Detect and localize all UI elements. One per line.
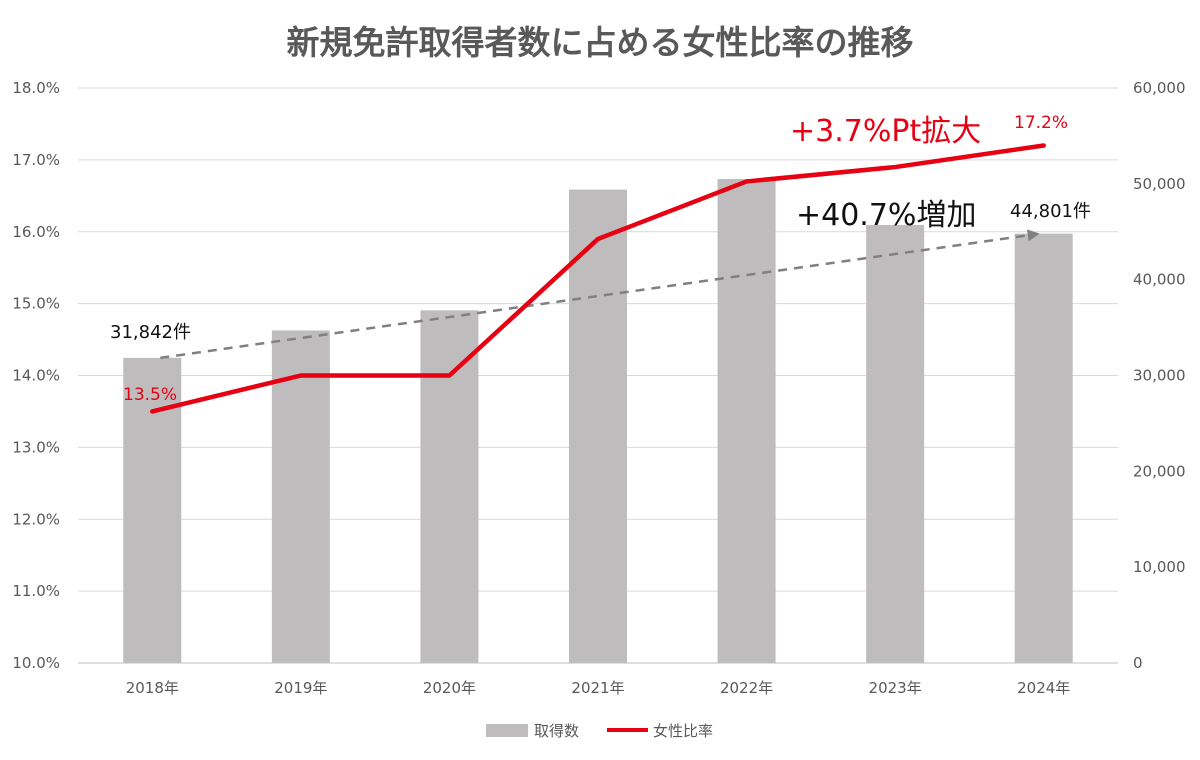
- y-right-tick-label: 0: [1133, 654, 1143, 672]
- chart-title: 新規免許取得者数に占める女性比率の推移: [287, 23, 914, 62]
- legend-label-bars: 取得数: [534, 722, 579, 740]
- bar: [271, 330, 330, 663]
- bar: [717, 179, 776, 663]
- x-tick-label: 2020年: [423, 679, 476, 697]
- bar: [420, 310, 479, 663]
- y-left-tick-label: 12.0%: [12, 510, 60, 528]
- y-left-tick-label: 17.0%: [12, 151, 60, 169]
- y-right-tick-label: 40,000: [1133, 271, 1186, 289]
- bar: [1014, 233, 1073, 663]
- y-left-tick-label: 14.0%: [12, 367, 60, 385]
- trend-arrowhead: [1026, 229, 1040, 242]
- annotation-count-change: +40.7%増加: [796, 198, 976, 233]
- bar: [866, 225, 925, 663]
- y-left-tick-label: 10.0%: [12, 654, 60, 672]
- y-right-tick-label: 30,000: [1133, 367, 1186, 385]
- y-left-tick-label: 18.0%: [12, 79, 60, 97]
- label-first-count: 31,842件: [110, 322, 191, 343]
- legend-swatch-bars: [486, 724, 528, 737]
- y-right-tick-label: 50,000: [1133, 175, 1186, 193]
- x-tick-label: 2018年: [126, 679, 179, 697]
- trend-line: [160, 233, 1030, 360]
- label-last-count: 44,801件: [1010, 201, 1091, 222]
- y-left-tick-label: 13.0%: [12, 438, 60, 456]
- x-tick-label: 2023年: [869, 679, 922, 697]
- bar-series: [123, 179, 1073, 664]
- trend-arrow: [160, 229, 1040, 360]
- x-tick-label: 2019年: [274, 679, 327, 697]
- ratio-line: [150, 143, 1046, 414]
- y-left-tick-label: 11.0%: [12, 582, 60, 600]
- axes: 10.0% 11.0% 12.0% 13.0% 14.0% 15.0% 16.0% 17.0%…: [12, 79, 1185, 697]
- legend: 取得数 女性比率: [486, 722, 713, 740]
- x-tick-label: 2024年: [1017, 679, 1070, 697]
- y-right-tick-label: 60,000: [1133, 79, 1186, 97]
- bar: [569, 189, 627, 664]
- x-tick-label: 2021年: [571, 679, 624, 697]
- x-tick-label: 2022年: [720, 679, 773, 697]
- label-first-ratio: 13.5%: [123, 385, 177, 405]
- annotation-ratio-change: +3.7%Pt拡大: [790, 114, 981, 149]
- label-last-ratio: 17.2%: [1014, 113, 1068, 133]
- y-left-tick-label: 16.0%: [12, 223, 60, 241]
- y-right-tick-label: 20,000: [1133, 462, 1186, 480]
- y-left-tick-label: 15.0%: [12, 295, 60, 313]
- legend-label-line: 女性比率: [653, 722, 713, 740]
- line-series: [150, 143, 1046, 414]
- y-right-tick-label: 10,000: [1133, 558, 1186, 576]
